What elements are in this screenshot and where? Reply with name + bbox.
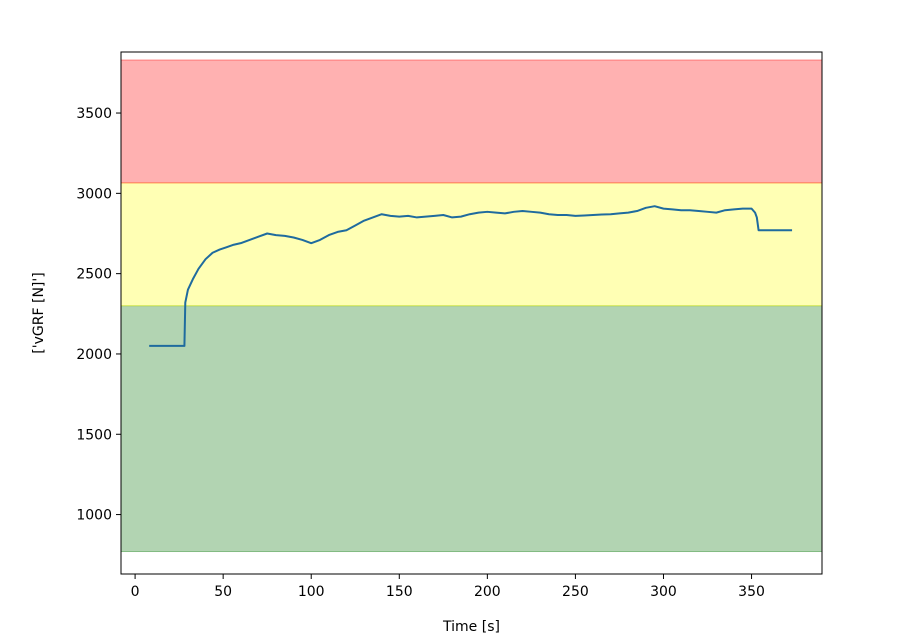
x-tick-label: 250 bbox=[562, 584, 589, 600]
x-axis-label: Time [s] bbox=[442, 619, 500, 635]
x-tick-label: 200 bbox=[474, 584, 501, 600]
x-tick-label: 0 bbox=[131, 584, 140, 600]
y-tick-label: 1500 bbox=[76, 427, 112, 443]
threshold-bands bbox=[120, 59, 823, 553]
x-tick-label: 100 bbox=[298, 584, 325, 600]
y-axis-ticks: 1000 1500 2000 2500 3000 3500 bbox=[76, 106, 121, 524]
yellow-band bbox=[120, 182, 823, 307]
y-axis-label: ['vGRF [N]'] bbox=[31, 272, 47, 353]
series-layer bbox=[149, 205, 793, 347]
green-band bbox=[120, 305, 823, 553]
y-tick-label: 2000 bbox=[76, 347, 112, 363]
y-tick-label: 1000 bbox=[76, 508, 112, 524]
plot-frame bbox=[120, 51, 823, 575]
y-tick-label: 3500 bbox=[76, 106, 112, 122]
x-tick-label: 50 bbox=[214, 584, 232, 600]
x-axis-ticks: 0 50 100 150 200 250 300 350 bbox=[131, 574, 765, 600]
y-tick-label: 3000 bbox=[76, 186, 112, 202]
x-tick-label: 150 bbox=[386, 584, 413, 600]
y-tick-label: 2500 bbox=[76, 267, 112, 283]
x-tick-label: 300 bbox=[650, 584, 677, 600]
red-band bbox=[120, 59, 823, 184]
series-line bbox=[149, 205, 793, 347]
x-tick-label: 350 bbox=[738, 584, 765, 600]
